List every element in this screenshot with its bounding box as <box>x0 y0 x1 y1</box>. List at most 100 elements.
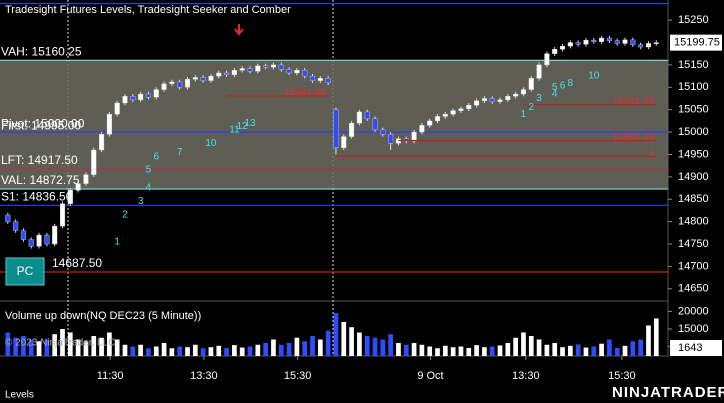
candle-body <box>559 45 566 50</box>
candle-body <box>36 234 42 247</box>
candle-body <box>114 102 120 115</box>
volume-bar <box>302 341 308 356</box>
signal-count: 4 <box>552 89 558 100</box>
volume-bar <box>521 332 526 356</box>
volume-bar <box>5 332 11 356</box>
signal-count: 7 <box>177 147 183 158</box>
signal-count: 6 <box>560 81 566 92</box>
volume-bar <box>646 325 651 356</box>
candle-body <box>192 77 198 80</box>
volume-bar <box>411 343 417 356</box>
candle-body <box>536 64 542 79</box>
volume-bar <box>513 337 518 356</box>
volume-bar <box>567 345 573 356</box>
y-tick-label: 15250 <box>678 14 709 26</box>
volume-bar <box>325 330 331 356</box>
signal-count: 4 <box>146 183 152 194</box>
candle-body <box>270 64 276 68</box>
candle-body <box>67 190 73 204</box>
volume-bar <box>99 337 104 356</box>
signal-count: 10 <box>205 138 217 149</box>
pc-button[interactable] <box>5 257 45 286</box>
candle-body <box>239 68 245 71</box>
volume-bar <box>114 339 120 356</box>
candle-body <box>333 109 339 148</box>
segment-label: 14981.25 <box>613 132 655 143</box>
volume-bar <box>138 344 143 356</box>
candle-body <box>169 81 175 84</box>
candle-body <box>286 69 292 74</box>
candle-body <box>419 125 425 133</box>
volume-bar <box>560 347 565 356</box>
volume-bar <box>607 339 612 356</box>
logo: NINJATRADER <box>612 384 724 401</box>
candle-body <box>145 93 151 98</box>
candle-body <box>645 43 652 48</box>
candle-body <box>75 183 81 191</box>
volume-bar <box>67 332 73 356</box>
x-tick-label: 9 Oct <box>417 370 443 382</box>
candle-body <box>528 78 534 90</box>
copyright: © 2023 NinjaTrader, LLC <box>5 338 115 349</box>
candle-body <box>216 72 222 77</box>
volume-bar <box>271 339 276 356</box>
candle-body <box>575 42 581 45</box>
candle-body <box>130 96 136 101</box>
level-label: VAL: 14872.75 <box>1 173 80 187</box>
volume-bar <box>255 344 261 356</box>
candle-body <box>122 96 128 104</box>
signal-count: 2 <box>122 210 128 221</box>
y-tick-label: 15150 <box>678 59 709 71</box>
volume-bar <box>497 345 503 356</box>
candle-body <box>255 65 261 72</box>
candle-body <box>83 174 89 184</box>
level-label: First: 14995.00 <box>1 119 81 133</box>
last-volume-box <box>670 340 722 356</box>
volume-bar <box>44 339 50 356</box>
volume-bar <box>333 313 339 356</box>
candle-body <box>505 96 511 101</box>
y-tick-label: 15000 <box>678 126 709 138</box>
candle-body <box>450 110 456 115</box>
volume-bar <box>466 347 472 356</box>
level-label: S1: 14836.50 <box>1 189 73 203</box>
signal-count: 5 <box>146 165 152 176</box>
volume-bar <box>372 337 378 356</box>
candle-body <box>583 40 589 45</box>
candle-body <box>606 37 612 41</box>
volume-bar <box>396 343 401 356</box>
signal-count: 13 <box>244 118 256 129</box>
candle-body <box>622 39 628 44</box>
y-tick-label: 14950 <box>678 148 709 160</box>
volume-bar <box>146 348 151 356</box>
candle-body <box>317 78 323 81</box>
y-tick-label: 14850 <box>678 193 709 205</box>
footer-tab: Levels <box>5 390 34 401</box>
candle-body <box>302 70 308 77</box>
volume-bar <box>528 335 534 356</box>
candle-body <box>427 120 433 126</box>
candle-body <box>5 214 11 222</box>
volume-bar <box>653 318 659 356</box>
volume-bar <box>341 321 347 356</box>
candle-body <box>567 42 573 47</box>
volume-bar <box>224 347 229 356</box>
signal-count: 8 <box>568 78 574 89</box>
candle-body <box>294 70 300 74</box>
signal-count: 2 <box>528 102 534 113</box>
level-label: Pivot: 15000.00 <box>1 116 85 130</box>
volume-bar <box>208 347 214 356</box>
volume-bar <box>310 335 315 356</box>
candle-body <box>653 42 659 44</box>
volume-bar <box>552 343 558 356</box>
volume-bar <box>28 339 34 356</box>
volume-bar <box>599 343 604 356</box>
volume-bar <box>161 343 167 356</box>
candle-body <box>380 129 386 135</box>
candle-body <box>513 93 519 97</box>
pc-button-label[interactable]: PC <box>17 264 34 278</box>
level-label: LFT: 14917.50 <box>1 153 78 167</box>
volume-bar <box>536 339 542 356</box>
candle-body <box>520 89 527 95</box>
